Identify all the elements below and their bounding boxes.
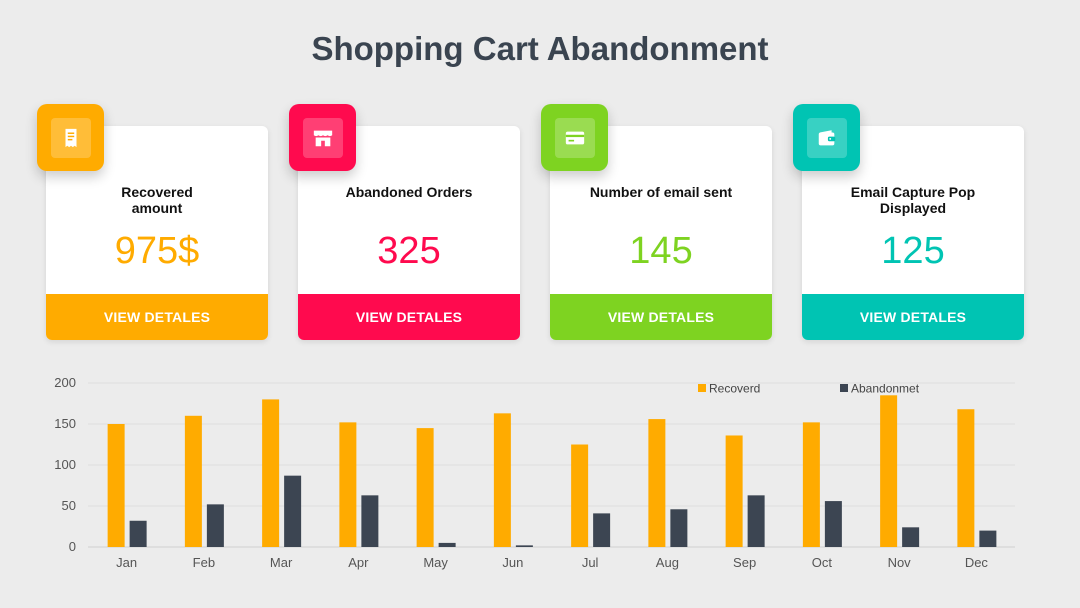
y-tick-label: 0 [69, 539, 76, 554]
bar-abandoned [284, 475, 302, 547]
view-details-button[interactable]: VIEW DETALES [46, 294, 268, 340]
bar-recovered [339, 422, 357, 547]
title-bold: Shopping [311, 30, 464, 67]
bar-abandoned [361, 495, 379, 547]
bar-abandoned [902, 527, 920, 547]
x-tick-label: Sep [733, 555, 756, 570]
bar-chart: 0 50 100 150 200 Jan Feb Mar Apr May Jun Jul Aug Sep O… [54, 375, 1015, 570]
bar-recovered [416, 428, 434, 547]
bar-abandoned [206, 504, 224, 547]
view-details-button[interactable]: VIEW DETALES [802, 294, 1024, 340]
card-badge [37, 104, 104, 171]
x-tick-label: Nov [888, 555, 912, 570]
card-badge [289, 104, 356, 171]
page-title: Shopping Cart Abandonment [0, 30, 1080, 68]
legend-swatch [698, 384, 706, 392]
bar-recovered [184, 415, 202, 547]
y-tick-label: 150 [54, 416, 76, 431]
x-tick-label: Oct [812, 555, 833, 570]
card-label: Abandoned Orders [345, 184, 473, 200]
bar-abandoned [670, 509, 688, 547]
card-value: 975$ [114, 230, 200, 272]
bar-recovered [957, 409, 975, 547]
x-tick-label: Jun [502, 555, 523, 570]
y-tick-label: 50 [62, 498, 76, 513]
legend-label: Recoverd [709, 382, 760, 396]
bar-recovered [648, 419, 666, 547]
card-label: Recovered amount [121, 184, 193, 216]
bar-recovered [493, 413, 511, 547]
bar-abandoned [129, 520, 147, 547]
card-emails-sent: Number of email sent 145 VIEW DETALES [550, 126, 772, 340]
x-tick-label: Aug [656, 555, 679, 570]
title-rest: Cart Abandonment [463, 30, 769, 67]
card-abandoned-orders: Abandoned Orders 325 VIEW DETALES [298, 126, 520, 340]
card-value: 325 [377, 230, 441, 272]
bar-abandoned [515, 545, 533, 547]
bar-recovered [107, 424, 125, 547]
legend-label: Abandonmet [851, 382, 920, 396]
receipt-icon [65, 128, 76, 147]
card-recovered-amount: Recovered amount 975$ VIEW DETALES [46, 126, 268, 340]
x-tick-label: Mar [270, 555, 293, 570]
bar-recovered [880, 395, 898, 547]
bar-abandoned [824, 501, 842, 547]
view-details-button[interactable]: VIEW DETALES [298, 294, 520, 340]
bar-recovered [725, 435, 743, 547]
card-badge [541, 104, 608, 171]
x-tick-label: Jul [582, 555, 599, 570]
bar-recovered [262, 399, 280, 547]
x-tick-label: Jan [116, 555, 137, 570]
wallet-icon [818, 129, 835, 145]
y-tick-label: 100 [54, 457, 76, 472]
x-tick-label: Apr [348, 555, 369, 570]
card-badge [793, 104, 860, 171]
bar-abandoned [438, 542, 456, 547]
bar-abandoned [979, 530, 997, 547]
y-tick-label: 200 [54, 375, 76, 390]
store-icon [313, 130, 332, 146]
bar-abandoned [593, 513, 611, 547]
x-tick-label: May [423, 555, 448, 570]
legend-swatch [840, 384, 848, 392]
bar-abandoned [747, 495, 765, 547]
bar-recovered [571, 444, 589, 547]
x-tick-label: Feb [193, 555, 215, 570]
card-value: 125 [881, 230, 945, 272]
credit-card-icon [565, 131, 584, 144]
card-label: Email Capture Pop Displayed [850, 184, 976, 216]
bar-recovered [802, 422, 820, 547]
card-value: 145 [629, 230, 693, 272]
card-label: Number of email sent [589, 184, 733, 200]
x-tick-label: Dec [965, 555, 989, 570]
view-details-button[interactable]: VIEW DETALES [550, 294, 772, 340]
